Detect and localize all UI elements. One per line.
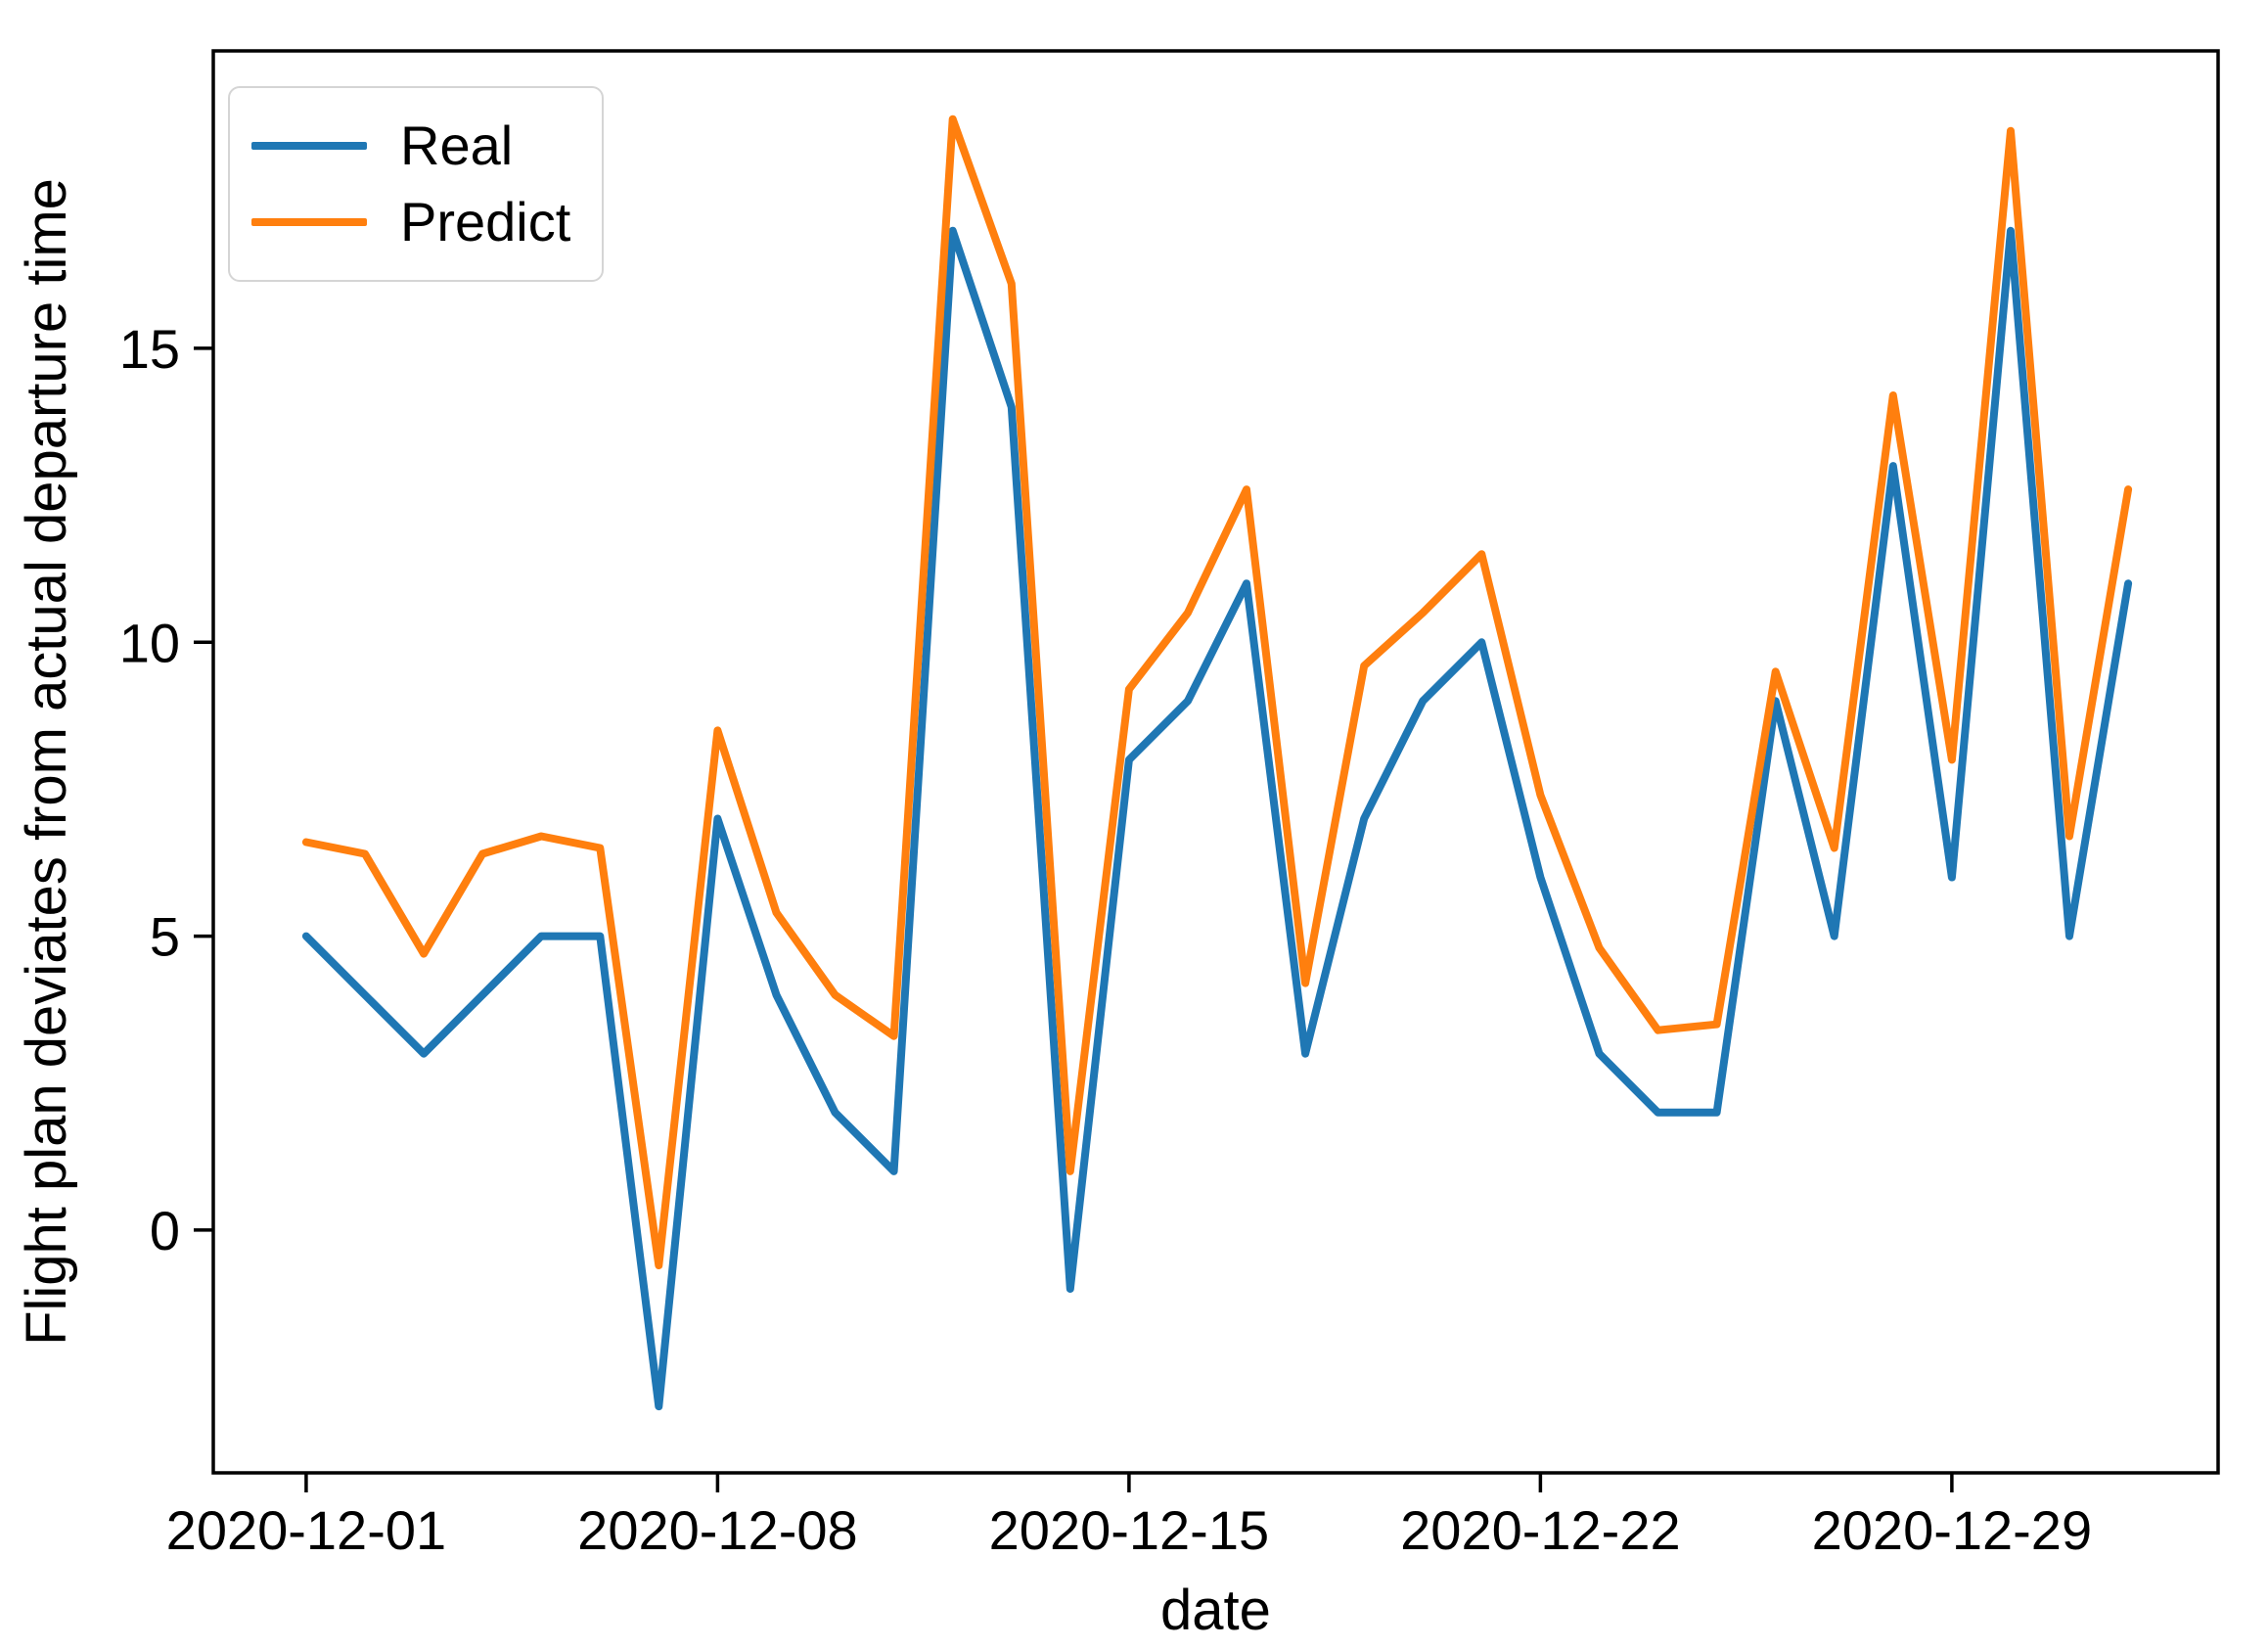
y-axis-title: Flight plan deviates from actual departu… — [12, 51, 80, 1473]
legend-item-predict: Predict — [230, 190, 602, 252]
series-line-predict — [301, 115, 2133, 1269]
y-tick-label: 5 — [150, 906, 180, 968]
legend: Real Predict — [228, 86, 604, 282]
x-axis-title: date — [1160, 1579, 1271, 1642]
x-tick-label: 2020-12-01 — [166, 1499, 446, 1561]
predict-line-swatch-icon — [251, 217, 367, 226]
x-tick-label: 2020-12-15 — [989, 1499, 1269, 1561]
real-line-swatch-icon — [251, 142, 367, 151]
legend-item-real: Real — [230, 118, 602, 173]
x-tick-label: 2020-12-22 — [1400, 1499, 1680, 1561]
series-line-real — [301, 226, 2133, 1411]
y-tick-label: 10 — [119, 612, 180, 673]
x-tick-label: 2020-12-29 — [1812, 1499, 2092, 1561]
y-axis-title-text: Flight plan deviates from actual departu… — [14, 178, 78, 1346]
x-tick-label: 2020-12-08 — [577, 1499, 857, 1561]
y-tick-label: 0 — [150, 1200, 180, 1261]
legend-label-predict: Predict — [400, 190, 571, 252]
plot-border — [211, 49, 2220, 1475]
y-tick-label: 15 — [119, 318, 180, 380]
legend-label-real: Real — [400, 115, 514, 177]
